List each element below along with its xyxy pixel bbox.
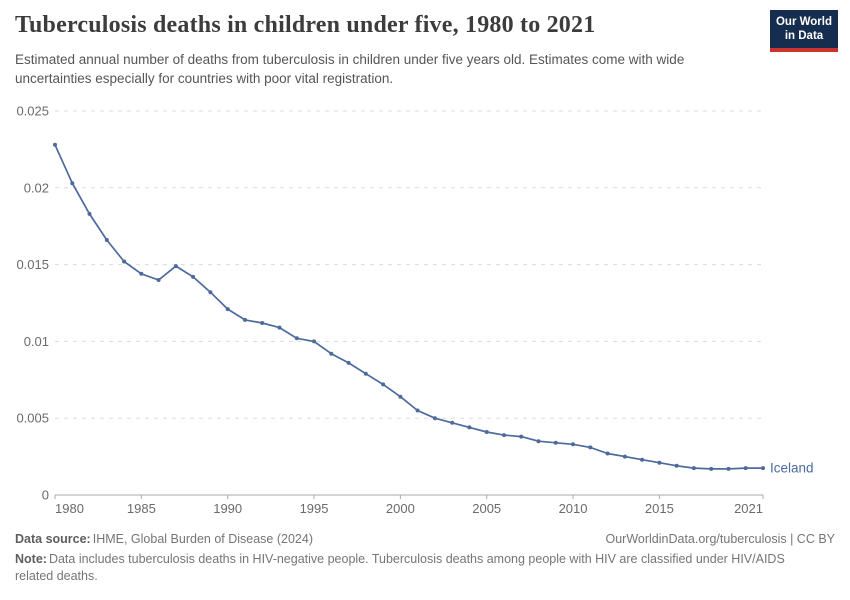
data-point — [260, 321, 265, 325]
data-point — [381, 382, 386, 387]
data-point — [432, 416, 437, 421]
data-point — [450, 420, 455, 425]
data-point — [484, 430, 489, 434]
data-point — [536, 439, 541, 444]
footer-note-text: Data includes tuberculosis deaths in HIV… — [15, 552, 785, 583]
footer-note: Note: Data includes tuberculosis deaths i… — [15, 551, 810, 584]
data-point — [674, 463, 679, 468]
data-point — [467, 425, 472, 430]
data-point — [726, 466, 731, 471]
owid-logo: Our World in Data — [770, 10, 838, 52]
data-point — [588, 445, 593, 450]
data-point — [622, 454, 627, 459]
data-point — [415, 408, 420, 413]
x-axis-labels: 1980 1985 1990 1995 2000 2005 2010 2015 2021 — [54, 495, 764, 515]
data-point — [277, 325, 282, 330]
x-tick-label: 2000 — [386, 501, 415, 515]
line-chart: 0 0.005 0.01 0.015 0.02 0.025 1980 1985 1990 1995… — [16, 104, 814, 516]
y-tick-label: 0.015 — [16, 257, 49, 272]
data-point — [519, 434, 524, 439]
data-point — [225, 307, 230, 312]
gridlines — [55, 110, 763, 496]
data-point — [605, 451, 610, 456]
data-source: Data source: IHME, Global Burden of Disea… — [15, 531, 313, 547]
data-point — [53, 142, 57, 147]
data-point — [691, 466, 696, 471]
chart-footer: Data source: IHME, Global Burden of Disea… — [15, 531, 835, 584]
data-point — [502, 433, 506, 438]
y-tick-label: 0.025 — [16, 104, 49, 119]
footer-note-label: Note: — [15, 552, 47, 567]
y-axis-labels: 0 0.005 0.01 0.015 0.02 0.025 — [16, 104, 49, 503]
data-point — [294, 336, 299, 341]
data-point — [122, 259, 127, 264]
data-point — [70, 181, 75, 186]
data-source-label: Data source: — [15, 532, 91, 546]
series-markers — [53, 142, 765, 471]
x-tick-label: 2015 — [645, 501, 674, 515]
y-tick-label: 0.02 — [24, 180, 49, 195]
y-tick-label: 0.005 — [16, 411, 49, 426]
data-point — [640, 457, 645, 462]
data-point — [156, 278, 161, 282]
data-point — [709, 466, 714, 471]
x-tick-label: 1995 — [300, 501, 329, 515]
data-point — [243, 317, 247, 322]
data-point — [329, 351, 334, 356]
series-label-iceland: Iceland — [770, 461, 814, 476]
owid-logo-line2: in Data — [784, 30, 824, 42]
data-point — [87, 211, 92, 216]
data-point — [346, 360, 351, 365]
x-tick-label: 1980 — [55, 501, 84, 515]
x-tick-label: 1985 — [127, 501, 156, 515]
x-tick-label: 2010 — [559, 501, 588, 515]
data-point — [571, 442, 575, 447]
data-point — [104, 238, 109, 242]
data-point — [173, 264, 178, 269]
data-source-text: IHME, Global Burden of Disease (2024) — [92, 532, 313, 546]
y-tick-label: 0.01 — [24, 334, 49, 349]
data-point — [191, 274, 196, 279]
chart-title: Tuberculosis deaths in children under fi… — [15, 12, 596, 38]
series-line-iceland — [54, 143, 764, 470]
data-point — [743, 466, 748, 471]
chart-subtitle: Estimated annual number of deaths from t… — [15, 52, 685, 87]
data-point — [363, 371, 368, 376]
x-tick-label: 2021 — [734, 501, 763, 515]
data-point — [657, 460, 662, 465]
data-point — [208, 290, 213, 295]
x-tick-label: 1990 — [213, 501, 242, 515]
owid-logo-line1: Our World — [775, 15, 832, 28]
data-point — [553, 440, 558, 445]
x-tick-label: 2005 — [472, 501, 501, 515]
y-tick-label: 0 — [42, 488, 49, 503]
data-point — [398, 394, 403, 399]
data-point — [312, 339, 316, 344]
data-point — [761, 466, 765, 471]
data-point — [139, 271, 144, 276]
owid-url-link[interactable]: OurWorldinData.org/tuberculosis | CC BY — [605, 532, 836, 546]
